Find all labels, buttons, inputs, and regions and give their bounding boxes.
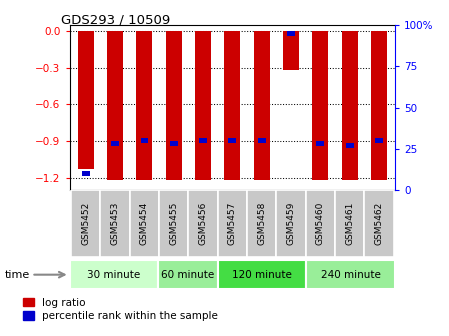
Text: GSM5459: GSM5459 (286, 202, 295, 245)
Bar (78, 31, 94, 169)
Bar (218, 190, 247, 257)
Text: 120 minute: 120 minute (232, 270, 292, 280)
Text: GDS293 / 10509: GDS293 / 10509 (61, 13, 170, 27)
Bar (306, 190, 335, 257)
Bar (101, 190, 130, 257)
Bar (317, 141, 324, 146)
Bar (287, 31, 295, 36)
Text: 30 minute: 30 minute (88, 270, 141, 280)
Bar (224, 31, 240, 180)
Bar (189, 190, 218, 257)
Bar (283, 31, 299, 70)
Text: GSM5457: GSM5457 (228, 202, 237, 245)
Text: 240 minute: 240 minute (321, 270, 381, 280)
Bar (218, 260, 306, 289)
Bar (346, 143, 353, 148)
Text: 60 minute: 60 minute (161, 270, 215, 280)
Bar (247, 190, 276, 257)
Bar (136, 31, 153, 180)
Bar (258, 138, 265, 143)
Bar (130, 190, 159, 257)
Bar (159, 190, 189, 257)
Bar (254, 31, 270, 180)
Text: GSM5456: GSM5456 (198, 202, 207, 245)
Text: GSM5462: GSM5462 (374, 202, 383, 245)
Bar (371, 31, 387, 180)
Bar (70, 260, 158, 289)
Bar (170, 141, 177, 146)
Bar (195, 31, 211, 180)
Bar (158, 260, 218, 289)
Bar (229, 138, 236, 143)
Text: GSM5455: GSM5455 (169, 202, 178, 245)
Bar (107, 31, 123, 180)
Bar (166, 31, 182, 180)
Text: GSM5453: GSM5453 (110, 202, 119, 245)
Bar (335, 190, 364, 257)
Text: GSM5461: GSM5461 (345, 202, 354, 245)
Text: GSM5452: GSM5452 (81, 202, 90, 245)
Bar (111, 141, 119, 146)
Bar (364, 190, 394, 257)
Text: GSM5460: GSM5460 (316, 202, 325, 245)
Bar (141, 138, 148, 143)
Text: GSM5454: GSM5454 (140, 202, 149, 245)
Bar (71, 190, 101, 257)
Legend: log ratio, percentile rank within the sample: log ratio, percentile rank within the sa… (23, 298, 218, 321)
Bar (342, 31, 358, 180)
Bar (276, 190, 306, 257)
Bar (375, 138, 383, 143)
Bar (82, 171, 90, 176)
Bar (199, 138, 207, 143)
Text: time: time (4, 270, 30, 280)
Bar (312, 31, 328, 180)
Text: GSM5458: GSM5458 (257, 202, 266, 245)
Bar (306, 260, 395, 289)
